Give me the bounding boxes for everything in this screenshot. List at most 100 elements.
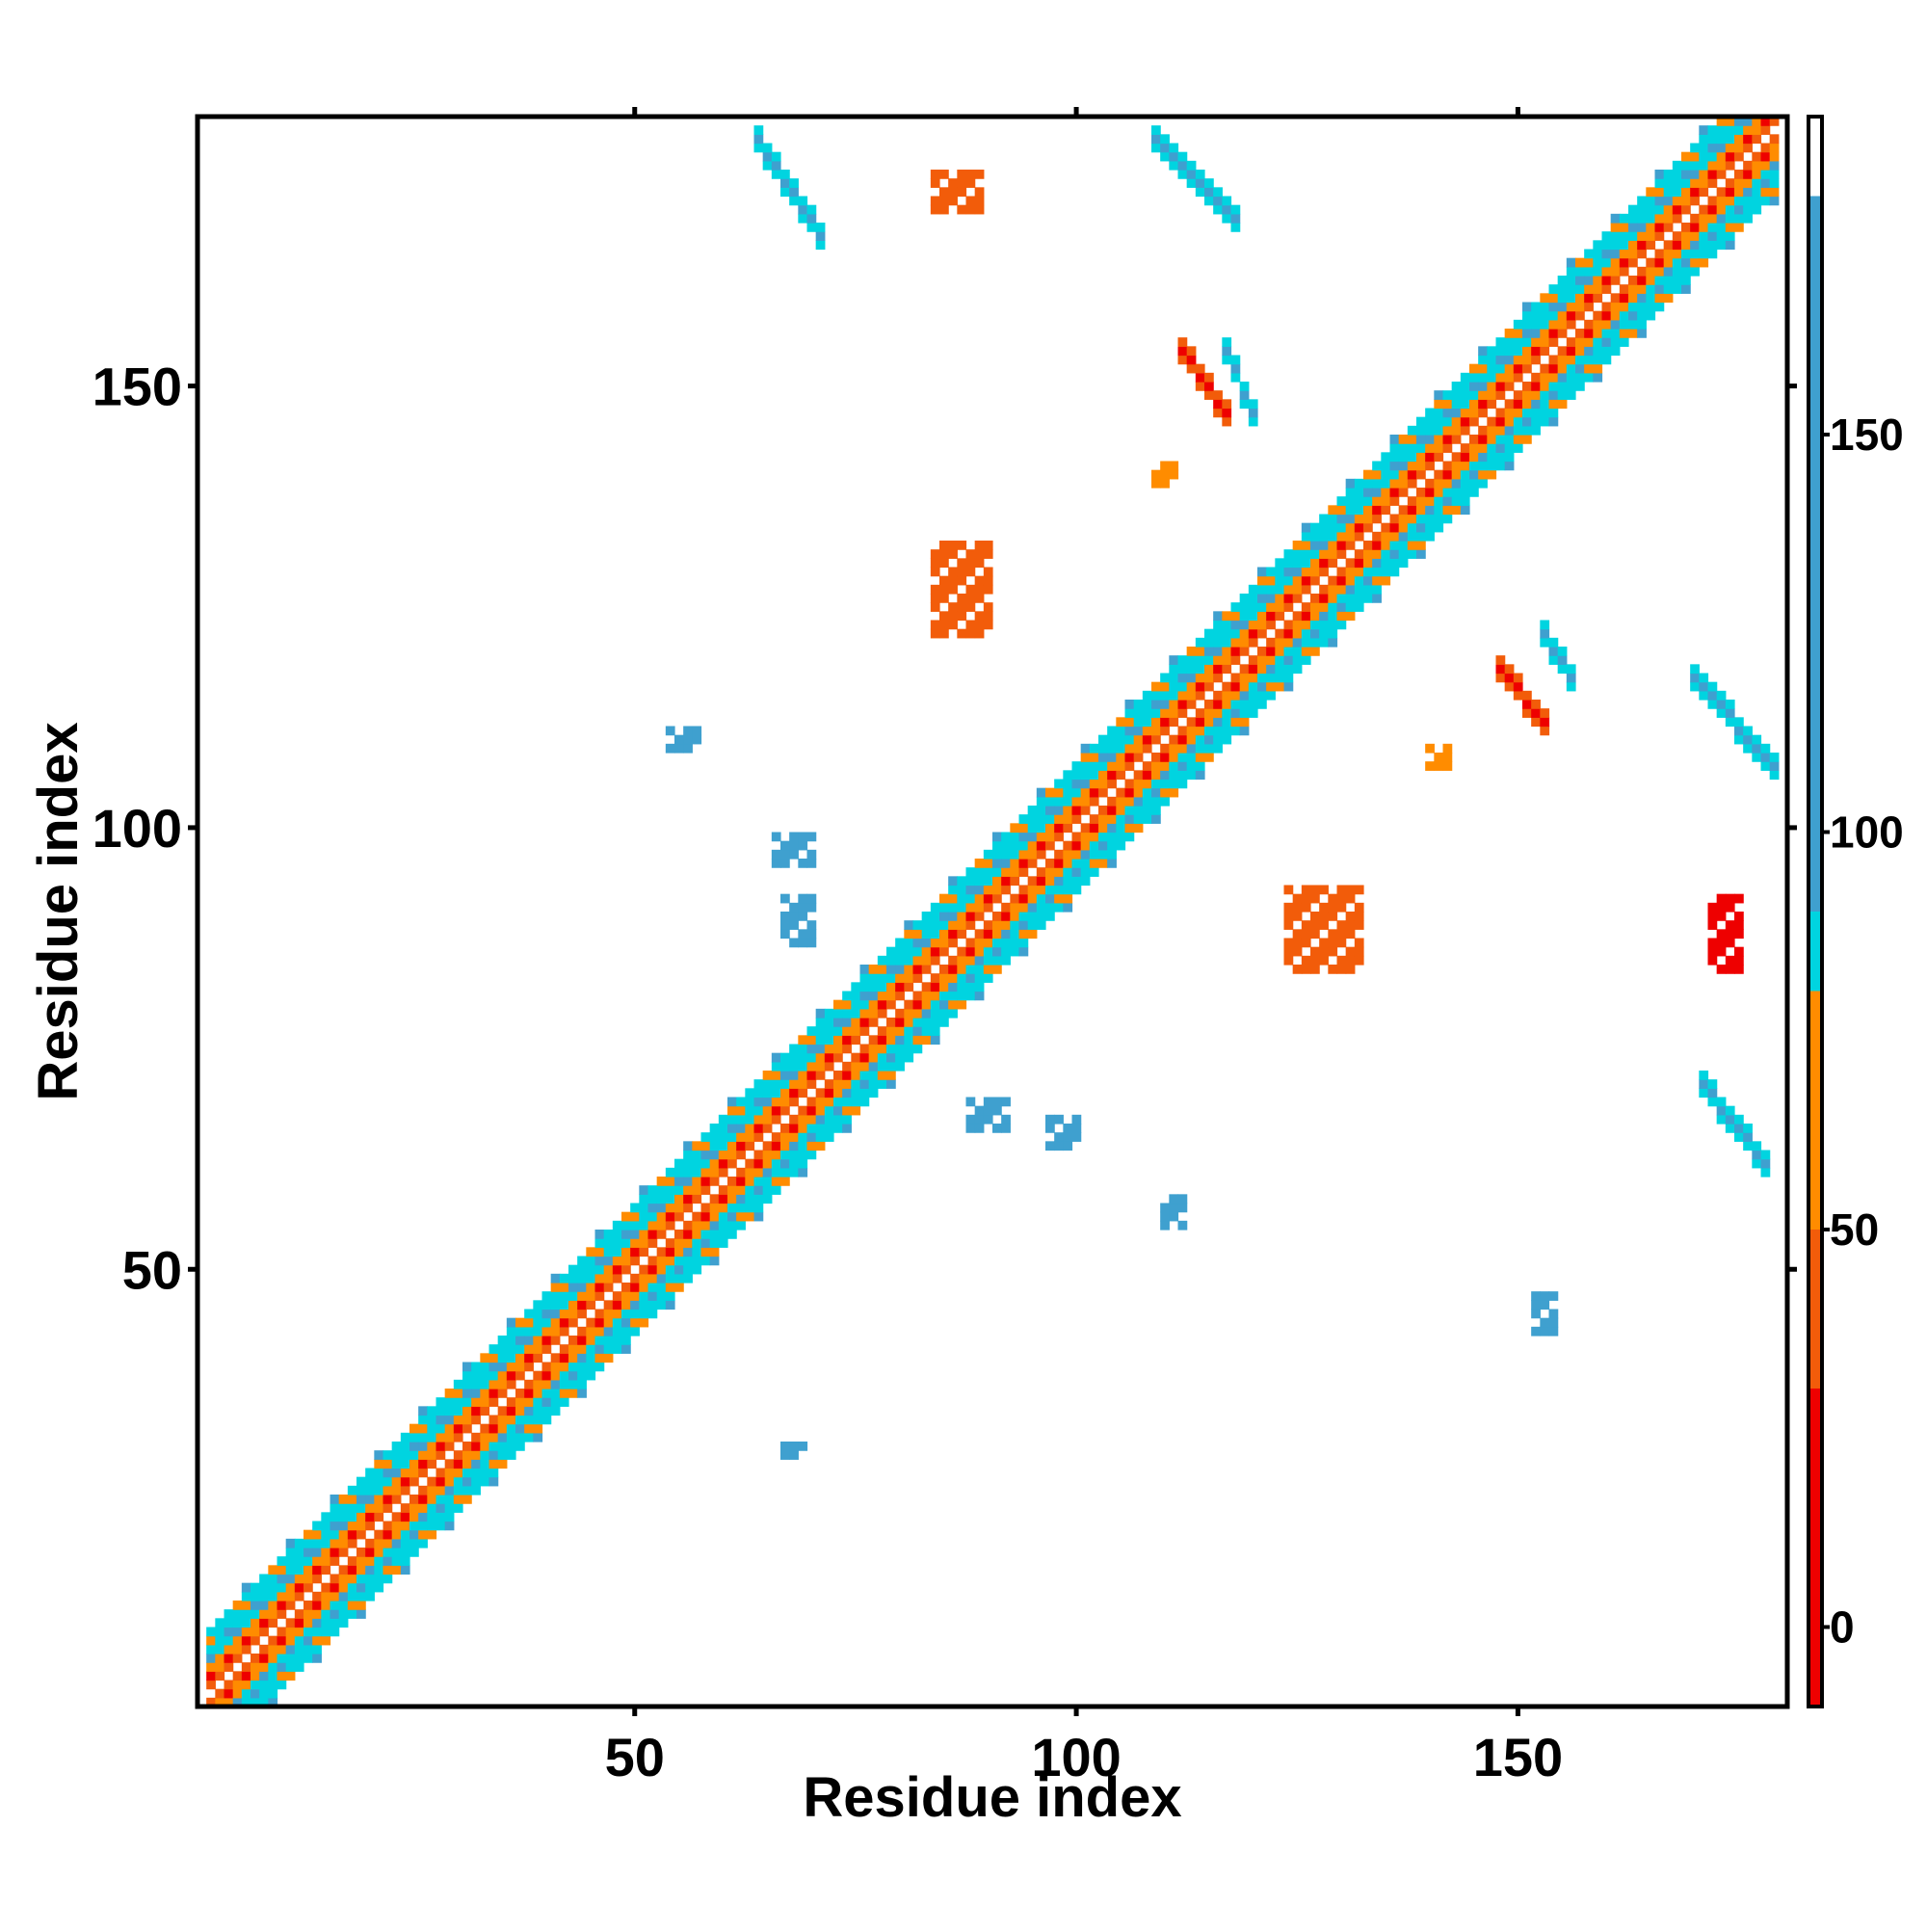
heatmap-cell [1151, 469, 1161, 480]
heatmap-cell [1495, 390, 1506, 400]
heatmap-cell [232, 1635, 243, 1646]
heatmap-cell [718, 1238, 728, 1248]
heatmap-cell [974, 584, 985, 595]
heatmap-cell [859, 1071, 870, 1080]
heatmap-cell [1504, 399, 1515, 410]
heatmap-cell [1319, 522, 1329, 533]
heatmap-cell [1195, 382, 1205, 391]
heatmap-cell [1283, 920, 1294, 930]
heatmap-cell [1319, 620, 1329, 630]
heatmap-cell [965, 549, 976, 559]
heatmap-cell [1204, 726, 1214, 736]
heatmap-cell [1381, 541, 1391, 550]
heatmap-cell [912, 955, 923, 966]
heatmap-cell [815, 1141, 826, 1151]
heatmap-cell [1301, 620, 1311, 630]
heatmap-cell [1151, 717, 1161, 728]
heatmap-cell [568, 1362, 578, 1372]
heatmap-cell [383, 1495, 393, 1504]
heatmap-cell [1681, 204, 1691, 215]
heatmap-cell [656, 1220, 667, 1231]
heatmap-cell [356, 1565, 366, 1575]
heatmap-cell [1601, 310, 1612, 321]
heatmap-cell [215, 1644, 225, 1654]
heatmap-cell [1107, 796, 1117, 807]
heatmap-cell [1522, 408, 1532, 418]
heatmap-cell [1054, 876, 1064, 887]
heatmap-cell [965, 912, 976, 921]
heatmap-cell [824, 1124, 834, 1133]
heatmap-cell [1690, 143, 1700, 153]
heatmap-cell [868, 965, 879, 974]
heatmap-cell [974, 1105, 985, 1116]
heatmap-cell [1531, 717, 1541, 728]
heatmap-cell [1098, 823, 1108, 834]
heatmap-cell [577, 1353, 587, 1363]
heatmap-cell [1628, 319, 1638, 330]
heatmap-cell [983, 920, 993, 930]
heatmap-cell [674, 1203, 684, 1213]
heatmap-cell [1186, 690, 1197, 701]
heatmap-cell [1160, 770, 1170, 781]
y-axis-title: Residue index [27, 722, 90, 1100]
heatmap-cell [1716, 946, 1727, 957]
heatmap-cell [1045, 859, 1055, 868]
heatmap-cell [383, 1450, 393, 1460]
heatmap-cell [1628, 310, 1638, 321]
heatmap-cell [603, 1336, 614, 1345]
heatmap-cell [1328, 938, 1338, 948]
heatmap-cell [251, 1680, 260, 1690]
heatmap-cell [506, 1406, 516, 1416]
heatmap-cell [1230, 611, 1241, 622]
heatmap-cell [1336, 602, 1347, 612]
heatmap-cell [312, 1601, 322, 1610]
heatmap-cell [692, 1150, 702, 1160]
heatmap-cell [665, 1238, 675, 1248]
heatmap-cell [1752, 125, 1762, 135]
heatmap-cell [436, 1442, 446, 1451]
heatmap-cell [338, 1601, 349, 1610]
heatmap-cell [1707, 912, 1718, 921]
heatmap-cell [1734, 734, 1744, 745]
heatmap-cell [1504, 416, 1515, 427]
heatmap-cell [806, 938, 817, 948]
heatmap-cell [1416, 488, 1426, 497]
heatmap-cell [533, 1379, 543, 1389]
heatmap-cell [798, 1124, 808, 1133]
heatmap-cell [347, 1538, 357, 1548]
heatmap-cell [1566, 390, 1576, 400]
heatmap-cell [330, 1618, 340, 1628]
heatmap-cell [736, 1150, 746, 1160]
heatmap-cell [1010, 912, 1020, 921]
heatmap-cell [1610, 319, 1621, 330]
heatmap-cell [1063, 1132, 1073, 1142]
heatmap-cell [957, 575, 967, 586]
heatmap-cell [400, 1450, 410, 1460]
heatmap-cell [639, 1309, 649, 1319]
heatmap-cell [1001, 1114, 1011, 1125]
heatmap-cell [1071, 840, 1082, 851]
heatmap-cell [1487, 425, 1497, 436]
heatmap-cell [453, 1397, 463, 1407]
heatmap-cell [1222, 664, 1232, 675]
heatmap-cell [1027, 806, 1038, 815]
heatmap-cell [771, 1158, 781, 1169]
heatmap-cell [409, 1442, 419, 1451]
heatmap-cell [877, 965, 887, 974]
heatmap-cell [1434, 488, 1444, 497]
heatmap-cell [1601, 346, 1612, 357]
heatmap-cell [1699, 160, 1709, 171]
heatmap-cell [1177, 355, 1188, 365]
heatmap-cell [1584, 257, 1594, 268]
heatmap-cell [1725, 134, 1735, 145]
heatmap-cell [1257, 628, 1267, 639]
heatmap-cell [550, 1283, 561, 1292]
heatmap-cell [533, 1406, 543, 1416]
heatmap-cell [1283, 655, 1294, 665]
heatmap-cell [842, 999, 852, 1010]
heatmap-cell [806, 223, 817, 232]
heatmap-cell [859, 1044, 870, 1054]
heatmap-cell [1001, 1124, 1011, 1133]
heatmap-cell [1222, 337, 1232, 347]
heatmap-cell [1637, 319, 1647, 330]
